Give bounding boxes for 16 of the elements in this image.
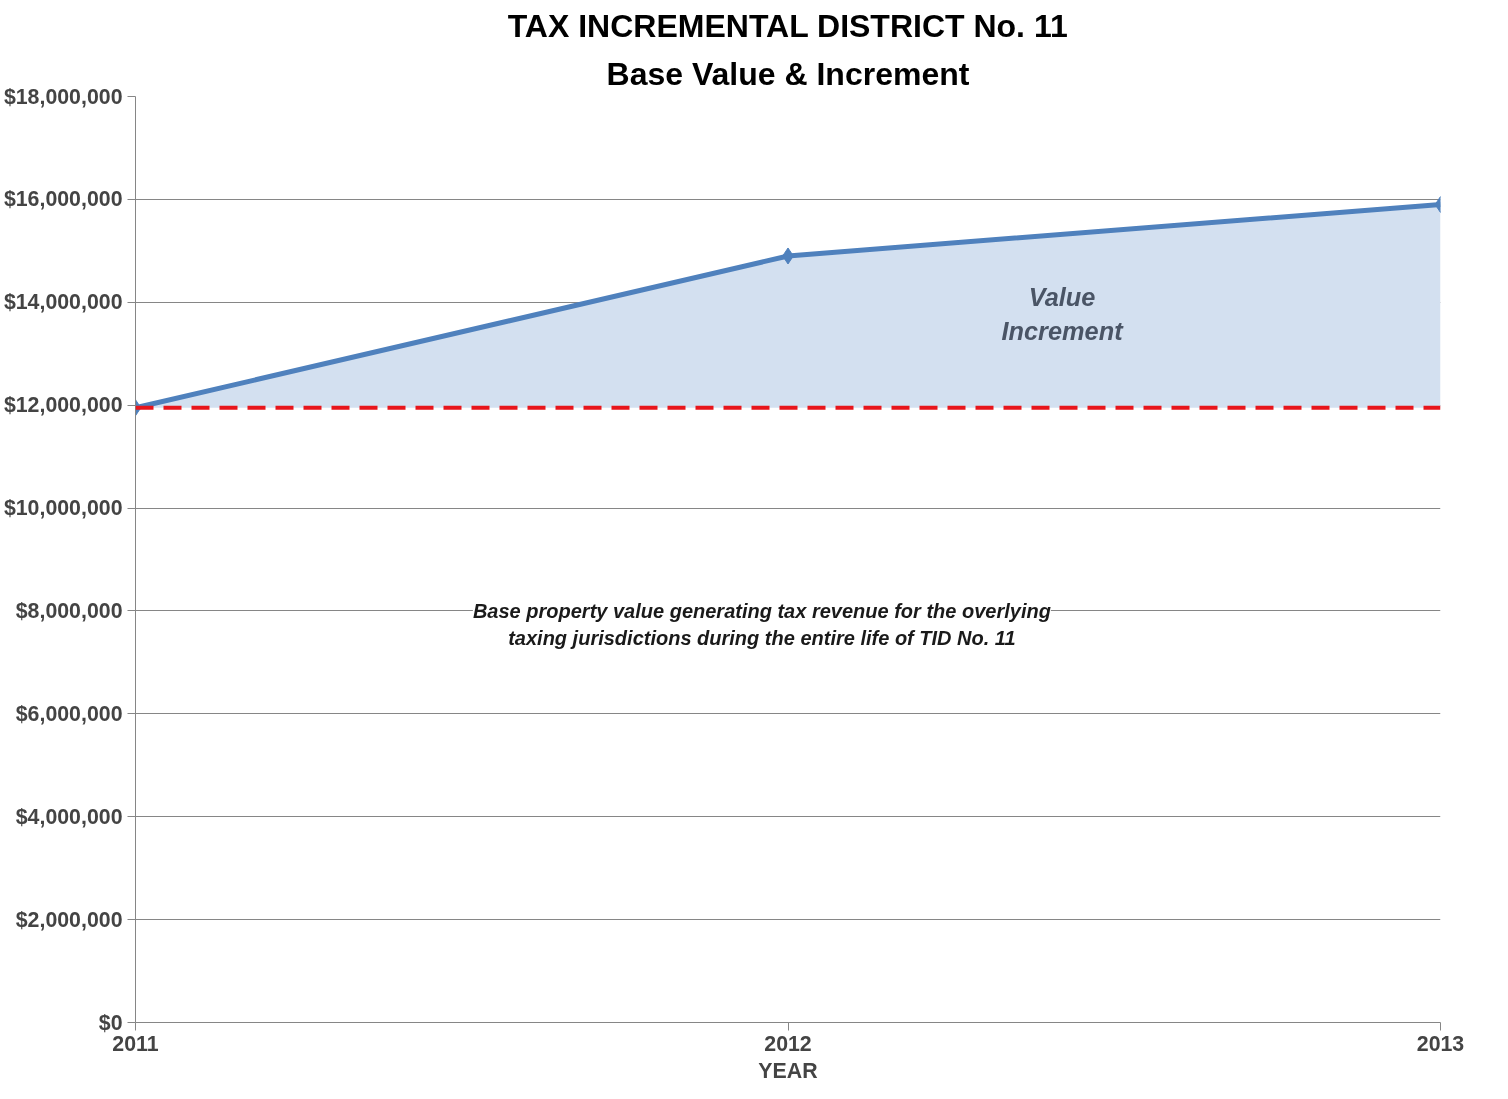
annotation: Value Increment <box>1001 283 1125 345</box>
x-tick-label: 2013 <box>1416 1031 1465 1056</box>
y-tick-label: $6,000,000 <box>15 701 123 726</box>
x-axis-title: YEAR <box>758 1058 818 1083</box>
chart-title: TAX INCREMENTAL DISTRICT No. 11 <box>507 7 1068 44</box>
y-tick-label: $18,000,000 <box>3 84 123 109</box>
y-tick-label: $4,000,000 <box>15 804 123 829</box>
y-tick-label: $16,000,000 <box>3 187 123 212</box>
chart-subtitle: Base Value & Increment <box>606 55 970 92</box>
y-tick-label: $12,000,000 <box>3 393 123 418</box>
y-tick-label: $2,000,000 <box>15 907 123 932</box>
y-tick-label: $8,000,000 <box>15 598 123 623</box>
annotation: Base property value generating tax revenue for the overlying taxing jurisdictions during the entire life of TID No. 11 <box>472 600 1051 649</box>
y-tick-label: $10,000,000 <box>3 496 123 521</box>
y-tick-label: $14,000,000 <box>3 290 123 315</box>
x-tick-label: 2012 <box>764 1031 812 1056</box>
